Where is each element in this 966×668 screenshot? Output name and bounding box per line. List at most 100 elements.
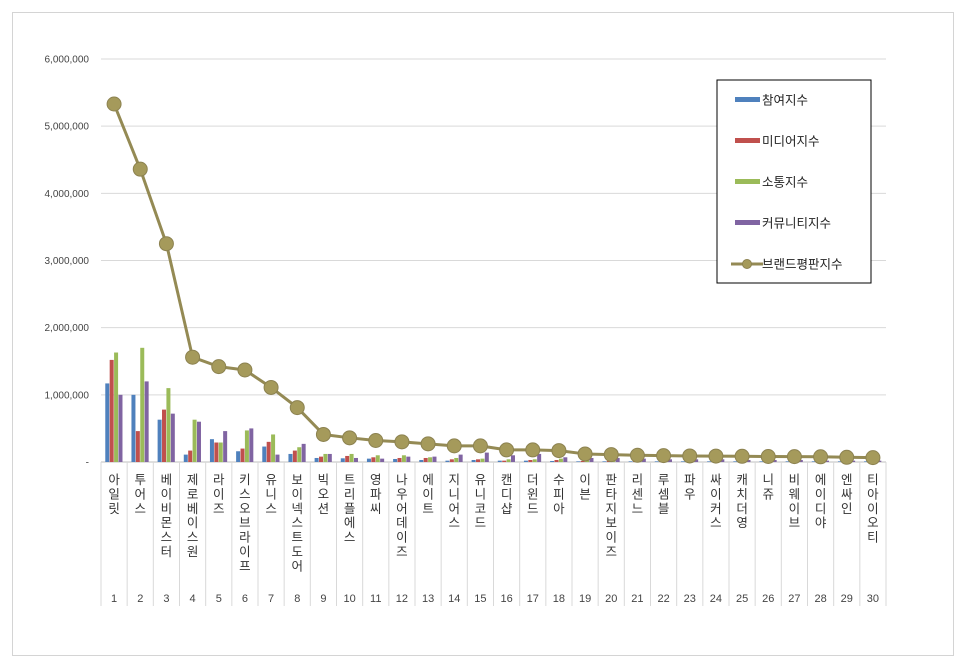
bar-참여지수 — [183, 454, 188, 462]
y-tick-label: 4,000,000 — [45, 189, 90, 200]
bar-소통지수 — [323, 453, 328, 462]
x-rank-label: 2 — [137, 593, 143, 605]
x-rank-label: 10 — [343, 593, 355, 605]
bar-커뮤니티지수 — [406, 456, 411, 462]
bar-커뮤니티지수 — [118, 394, 123, 462]
line-point — [629, 447, 645, 463]
bar-참여지수 — [759, 461, 764, 462]
bar-미디어지수 — [188, 450, 193, 462]
bar-소통지수 — [506, 459, 511, 462]
bar-참여지수 — [550, 460, 555, 462]
bar-미디어지수 — [135, 431, 140, 462]
bar-참여지수 — [314, 457, 319, 462]
line-point — [158, 236, 174, 252]
line-point — [368, 433, 384, 449]
bar-참여지수 — [707, 461, 712, 462]
bar-참여지수 — [497, 460, 502, 462]
bar-소통지수 — [349, 453, 354, 462]
legend-label: 소통지수 — [762, 175, 808, 190]
legend-label: 미디어지수 — [762, 134, 820, 149]
bar-소통지수 — [558, 458, 563, 462]
bar-참여지수 — [864, 461, 869, 462]
bar-커뮤니티지수 — [170, 413, 175, 462]
bar-미디어지수 — [580, 460, 585, 462]
line-point — [786, 449, 802, 465]
bar-커뮤니티지수 — [380, 458, 385, 462]
bar-커뮤니티지수 — [223, 431, 228, 462]
x-rank-label: 22 — [657, 593, 669, 605]
line-point — [708, 448, 724, 464]
bar-미디어지수 — [397, 457, 402, 462]
bar-참여지수 — [340, 458, 345, 462]
bar-커뮤니티지수 — [249, 428, 254, 462]
line-point — [289, 400, 305, 416]
bar-소통지수 — [244, 430, 249, 462]
y-tick-label: 2,000,000 — [45, 323, 90, 334]
bar-소통지수 — [454, 457, 459, 462]
bar-참여지수 — [157, 419, 162, 462]
line-point — [472, 438, 488, 454]
bar-커뮤니티지수 — [720, 459, 725, 462]
bar-소통지수 — [297, 447, 302, 462]
bar-커뮤니티지수 — [746, 459, 751, 462]
line-point — [577, 446, 593, 462]
x-rank-label: 11 — [370, 593, 381, 605]
legend-label: 커뮤니티지수 — [762, 216, 831, 231]
bar-참여지수 — [523, 460, 528, 462]
x-rank-label: 4 — [190, 593, 196, 605]
line-point — [132, 161, 148, 177]
bar-참여지수 — [785, 461, 790, 462]
bar-미디어지수 — [502, 460, 507, 462]
bar-참여지수 — [236, 451, 241, 462]
bar-커뮤니티지수 — [275, 454, 280, 462]
bar-미디어지수 — [162, 409, 167, 462]
bar-참여지수 — [654, 461, 659, 462]
bar-커뮤니티지수 — [563, 457, 568, 462]
x-rank-label: 24 — [710, 593, 722, 605]
line-point — [760, 448, 776, 464]
line-point — [551, 443, 567, 459]
bar-소통지수 — [218, 442, 223, 462]
x-rank-label: 13 — [422, 593, 434, 605]
y-tick-label: 6,000,000 — [45, 55, 90, 66]
legend-label: 브랜드평판지수 — [762, 257, 843, 272]
x-rank-label: 23 — [684, 593, 696, 605]
bar-소통지수 — [480, 458, 485, 462]
bar-커뮤니티지수 — [301, 443, 306, 462]
bar-참여지수 — [811, 461, 816, 462]
bar-커뮤니티지수 — [353, 457, 358, 462]
bar-미디어지수 — [214, 442, 219, 462]
bar-미디어지수 — [345, 455, 350, 462]
bar-미디어지수 — [319, 456, 324, 462]
bar-미디어지수 — [449, 459, 454, 462]
legend-swatch — [735, 220, 760, 225]
line-point — [656, 448, 672, 464]
x-rank-label: 7 — [268, 593, 274, 605]
line-point — [263, 379, 279, 395]
x-rank-label: 25 — [736, 593, 748, 605]
bar-참여지수 — [680, 461, 685, 462]
bar-참여지수 — [471, 459, 476, 462]
bar-참여지수 — [419, 459, 424, 462]
bar-커뮤니티지수 — [589, 457, 594, 462]
line-point — [185, 349, 201, 365]
x-rank-label: 26 — [762, 593, 774, 605]
bar-소통지수 — [401, 455, 406, 462]
line-point — [420, 436, 436, 452]
